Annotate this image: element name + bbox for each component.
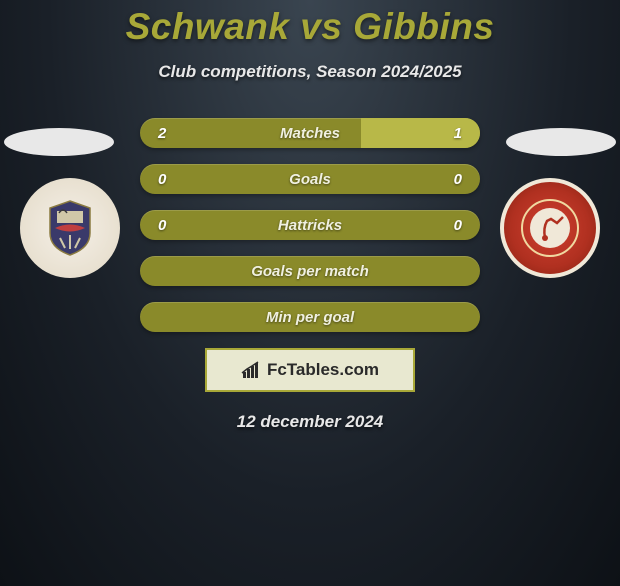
brand-footer[interactable]: FcTables.com xyxy=(205,348,415,392)
page-subtitle: Club competitions, Season 2024/2025 xyxy=(0,62,620,82)
stats-container: 2 Matches 1 0 Goals 0 0 Hattricks 0 Goal… xyxy=(0,118,620,332)
stat-label: Hattricks xyxy=(278,217,342,234)
stat-right-value: 0 xyxy=(442,217,462,234)
stat-right-value: 1 xyxy=(442,125,462,142)
stat-row-hattricks: 0 Hattricks 0 xyxy=(140,210,480,240)
date-text: 12 december 2024 xyxy=(0,412,620,432)
stat-row-goals-per-match: Goals per match xyxy=(140,256,480,286)
highlight-segment xyxy=(361,118,480,148)
page-title: Schwank vs Gibbins xyxy=(0,6,620,48)
stat-left-value: 0 xyxy=(158,171,178,188)
brand-text: FcTables.com xyxy=(267,360,379,380)
stat-left-value: 0 xyxy=(158,217,178,234)
chart-icon xyxy=(241,361,263,379)
stat-label: Goals xyxy=(289,171,331,188)
stat-row-matches: 2 Matches 1 xyxy=(140,118,480,148)
stat-label: Min per goal xyxy=(266,309,354,326)
stat-left-value: 2 xyxy=(158,125,178,142)
stat-row-min-per-goal: Min per goal xyxy=(140,302,480,332)
stat-label: Goals per match xyxy=(251,263,369,280)
stat-row-goals: 0 Goals 0 xyxy=(140,164,480,194)
stat-label: Matches xyxy=(280,125,340,142)
stat-right-value: 0 xyxy=(442,171,462,188)
